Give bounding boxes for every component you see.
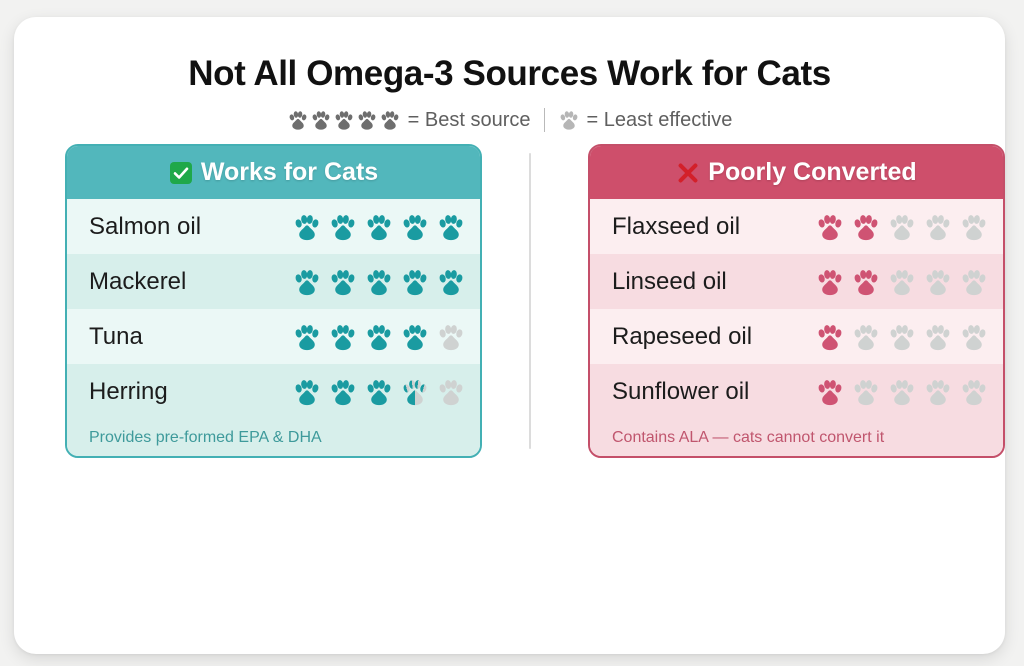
paw-icon-empty (436, 377, 466, 407)
cross-mark-icon (676, 161, 700, 185)
paw-icon-filled (364, 267, 394, 297)
paw-icon-filled (851, 212, 881, 242)
paw-icon-half (400, 377, 430, 407)
paw-icon-filled (815, 212, 845, 242)
legend-least-paws (558, 109, 580, 131)
table-row: Mackerel (67, 254, 480, 309)
paw-icon-empty (923, 322, 953, 352)
paw-icon-filled (400, 212, 430, 242)
paw-icon-filled (436, 212, 466, 242)
paw-icon-empty (959, 212, 989, 242)
paw-icon-filled (815, 267, 845, 297)
rating-paws (292, 212, 466, 242)
table-row: Herring (67, 364, 480, 419)
row-label: Mackerel (89, 267, 187, 295)
rating-paws (292, 322, 466, 352)
paw-icon-filled (328, 212, 358, 242)
row-label: Herring (89, 377, 168, 405)
paw-icon-empty (959, 377, 989, 407)
rating-paws (815, 377, 989, 407)
paw-icon-empty (436, 322, 466, 352)
paw-icon-empty (887, 212, 917, 242)
paw-icon-empty (959, 267, 989, 297)
row-label: Salmon oil (89, 212, 202, 240)
paw-icon-filled (364, 212, 394, 242)
paw-icon-empty (959, 322, 989, 352)
paw-icon-filled (328, 322, 358, 352)
rating-paws (815, 322, 989, 352)
paw-icon-empty (887, 322, 917, 352)
paw-icon-filled (328, 377, 358, 407)
table-row: Linseed oil (589, 254, 1003, 309)
panel-rows-poorly-converted: Flaxseed oil Linseed oil Rapeseed oil Sunfl… (589, 199, 1003, 419)
paw-icon-filled (328, 267, 358, 297)
paw-icon-filled (364, 377, 394, 407)
row-label: Tuna (89, 322, 143, 350)
row-label: Linseed oil (611, 267, 727, 295)
paw-icon-filled (851, 267, 881, 297)
paw-icon-filled (815, 322, 845, 352)
table-row: Flaxseed oil (589, 199, 1003, 254)
legend-best-label: = Best source (407, 108, 531, 131)
row-label: Flaxseed oil (611, 212, 741, 240)
table-row: Sunflower oil (589, 364, 1003, 419)
rating-paws (815, 267, 989, 297)
panel-rows-works-for-cats: Salmon oil Mackerel Tuna Herring (67, 199, 480, 419)
row-label: Sunflower oil (611, 377, 750, 405)
legend: = Best source = Least effective (14, 108, 1005, 132)
legend-least-label: = Least effective (586, 108, 733, 131)
paw-icon-empty (923, 377, 953, 407)
rating-paws (292, 267, 466, 297)
panel-footer-works-for-cats: Provides pre-formed EPA & DHA (67, 419, 480, 456)
paw-icon-empty (887, 377, 917, 407)
paw-icon-empty (923, 267, 953, 297)
paw-icon-filled (815, 377, 845, 407)
row-label: Rapeseed oil (611, 322, 753, 350)
infographic-card: Not All Omega-3 Sources Work for Cats = … (14, 17, 1005, 654)
legend-separator (543, 108, 545, 132)
paw-icon-empty (851, 377, 881, 407)
panel-footer-poorly-converted: Contains ALA — cats cannot convert it (589, 419, 1003, 456)
paw-icon-filled (364, 322, 394, 352)
paw-icon-empty (887, 267, 917, 297)
panel-poorly-converted: Poorly Converted Flaxseed oil Linseed oil… (587, 144, 1005, 458)
white-check-mark-icon (169, 161, 193, 185)
table-row: Rapeseed oil (589, 309, 1003, 364)
panels-container: Works for Cats Salmon oil Mackerel Tuna Her… (14, 144, 1005, 459)
rating-paws (815, 212, 989, 242)
paw-icon-empty (851, 322, 881, 352)
paw-icon-filled (400, 322, 430, 352)
paw-icon-filled (400, 267, 430, 297)
panel-heading-text: Works for Cats (200, 158, 379, 186)
table-row: Tuna (67, 309, 480, 364)
panel-heading-text: Poorly Converted (708, 158, 917, 186)
paw-icon-filled (292, 377, 322, 407)
panel-works-for-cats: Works for Cats Salmon oil Mackerel Tuna Her… (65, 144, 482, 458)
panel-divider (529, 153, 531, 449)
table-row: Salmon oil (67, 199, 480, 254)
paw-icon-empty (923, 212, 953, 242)
panel-header-works-for-cats: Works for Cats (67, 146, 480, 199)
paw-icon-filled (436, 267, 466, 297)
page-title: Not All Omega-3 Sources Work for Cats (188, 54, 831, 93)
panel-header-poorly-converted: Poorly Converted (589, 146, 1003, 199)
legend-best-paws (287, 109, 401, 131)
rating-paws (292, 377, 466, 407)
paw-icon-filled (292, 267, 322, 297)
paw-icon-filled (292, 212, 322, 242)
paw-icon-filled (292, 322, 322, 352)
